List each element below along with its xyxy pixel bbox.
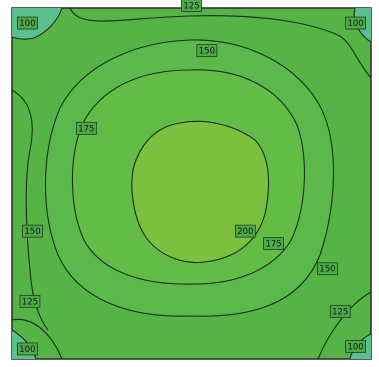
contour-label-text: 100 [347,19,363,29]
contour-label-box [345,340,367,353]
contour-label-125: 125 [181,0,202,12]
contour-label-175: 175 [263,237,284,251]
contour-label-150: 150 [22,224,43,238]
contour-line-125 [11,7,372,360]
contour-label-100: 100 [345,340,367,353]
contour-labels: 100 100 100 100 125 125 125 150 150 150 175 175 200 [16,0,367,356]
contour-label-text: 100 [19,19,35,29]
contour-label-box [196,44,218,58]
contour-line-200 [131,120,270,264]
contour-line-100-top-left [11,7,63,40]
contour-label-box [317,262,338,276]
contour-label-150: 150 [317,262,338,276]
contour-label-box [234,224,256,238]
contour-label-text: 150 [319,265,335,275]
contour-label-box [345,16,367,30]
contour-label-100: 100 [16,342,38,356]
contour-label-box [16,342,38,356]
contour-label-100: 100 [345,16,367,30]
contour-label-box [19,294,41,308]
contour-label-box [181,0,202,12]
contour-label-175: 175 [75,121,97,135]
band-200 [131,121,269,263]
contour-label-text: 125 [332,307,348,317]
contour-label-box [75,121,97,135]
contour-label-box [16,16,38,30]
contour-label-text: 175 [265,240,281,250]
contour-label-125: 125 [329,304,351,318]
contour-label-text: 125 [22,297,38,307]
contour-label-text: 150 [199,47,215,57]
contour-label-text: 100 [19,345,35,355]
contour-label-100: 100 [16,16,38,30]
contour-label-text: 175 [78,124,94,134]
contour-label-150: 150 [196,44,218,58]
contour-label-text: 200 [237,227,253,237]
contour-label-box [263,237,284,251]
contour-label-text: 100 [347,342,363,352]
contour-label-text: 150 [24,227,40,237]
contour-label-box [329,304,351,318]
contour-label-125: 125 [19,294,41,308]
contour-label-text: 125 [183,1,199,11]
contour-line-100-bottom-left [11,329,37,360]
contour-bands [11,7,372,360]
contour-line-150 [44,39,335,317]
contour-label-200: 200 [234,224,256,238]
contour-label-box [22,224,43,238]
